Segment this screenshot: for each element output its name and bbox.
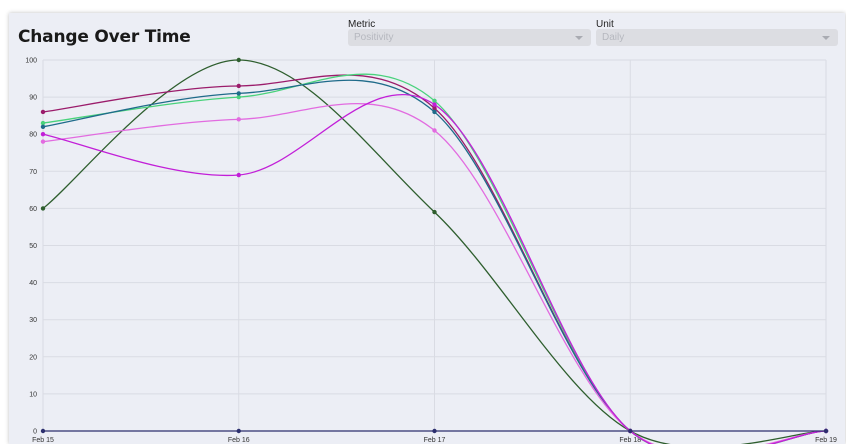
y-tick-label: 10 xyxy=(29,391,37,398)
data-point xyxy=(40,428,46,434)
data-point xyxy=(823,428,829,434)
data-point xyxy=(40,206,46,211)
x-tick-label: Feb 17 xyxy=(424,437,446,444)
data-point xyxy=(236,83,241,89)
y-tick-label: 20 xyxy=(29,354,37,361)
x-tick-label: Feb 15 xyxy=(32,437,54,444)
metric-select-value: Positivity xyxy=(354,32,394,43)
y-tick-label: 90 xyxy=(29,95,37,102)
data-point xyxy=(40,139,46,144)
data-point xyxy=(432,102,437,107)
data-point xyxy=(628,428,633,434)
y-tick-label: 60 xyxy=(29,206,37,213)
data-point xyxy=(432,109,437,115)
x-tick-label: Feb 19 xyxy=(815,437,837,444)
metric-label: Metric xyxy=(348,19,376,30)
chevron-down-icon xyxy=(822,36,830,40)
data-point xyxy=(236,428,241,434)
metric-select[interactable]: Positivity xyxy=(348,29,591,46)
unit-select[interactable]: Daily xyxy=(596,29,838,46)
y-tick-label: 50 xyxy=(29,243,37,250)
data-point xyxy=(432,428,437,434)
chart-panel: Change Over Time Metric Positivity Unit … xyxy=(9,13,845,444)
data-point xyxy=(432,98,437,104)
chart-grid xyxy=(42,59,827,432)
chevron-down-icon xyxy=(575,36,583,40)
series-line-5 xyxy=(42,93,827,444)
series-line-4 xyxy=(42,102,827,444)
y-tick-label: 80 xyxy=(29,132,37,139)
y-tick-label: 0 xyxy=(33,429,37,436)
y-axis-ticks: 0 10 20 30 40 50 60 70 80 90 100 xyxy=(25,58,37,436)
unit-label: Unit xyxy=(596,19,614,30)
x-tick-label: Feb 16 xyxy=(228,437,250,444)
data-point xyxy=(432,106,437,111)
data-point xyxy=(236,57,241,63)
unit-select-value: Daily xyxy=(602,32,625,43)
data-point xyxy=(236,91,241,96)
y-tick-label: 30 xyxy=(29,317,37,324)
series-line-3 xyxy=(42,79,827,444)
data-point xyxy=(432,209,437,215)
series-points xyxy=(40,57,829,434)
y-tick-label: 40 xyxy=(29,280,37,287)
data-point xyxy=(40,109,46,115)
chart-title: Change Over Time xyxy=(18,27,191,47)
data-point xyxy=(236,94,241,100)
series-line-1 xyxy=(42,74,827,444)
data-point xyxy=(432,128,437,133)
y-tick-label: 100 xyxy=(25,58,37,65)
data-point xyxy=(40,124,46,129)
y-tick-label: 70 xyxy=(29,169,37,176)
data-point xyxy=(40,132,46,137)
data-point xyxy=(40,120,46,126)
x-axis-ticks: Feb 15 Feb 16 Feb 17 Feb 18 Feb 19 xyxy=(32,437,837,444)
data-point xyxy=(236,117,241,122)
data-point xyxy=(236,172,241,178)
x-tick-label: Feb 18 xyxy=(619,437,641,444)
